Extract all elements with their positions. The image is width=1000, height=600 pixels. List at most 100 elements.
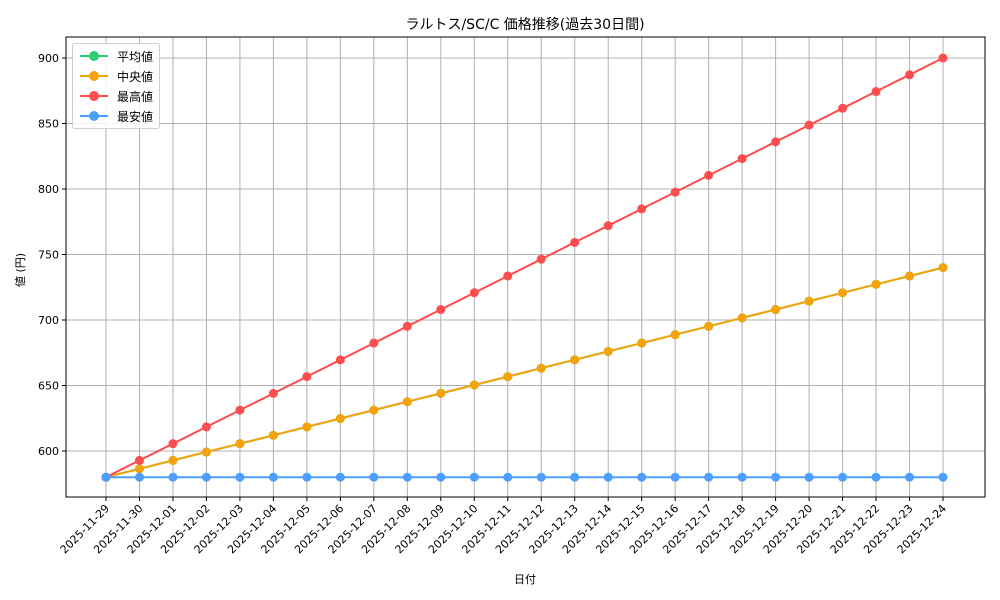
data-point-marker — [737, 472, 747, 482]
data-point-marker — [804, 120, 814, 130]
series-group — [101, 53, 948, 482]
data-point-marker — [938, 472, 948, 482]
data-point-marker — [871, 87, 881, 97]
data-point-marker — [302, 372, 312, 382]
data-point-marker — [168, 472, 178, 482]
data-point-marker — [235, 405, 245, 415]
series-最高値 — [101, 53, 948, 482]
series-line — [105, 266, 944, 479]
data-point-marker — [704, 472, 714, 482]
data-point-marker — [134, 464, 144, 474]
data-point-marker — [369, 405, 379, 415]
data-point-marker — [871, 279, 881, 289]
data-point-marker — [570, 355, 580, 365]
data-point-marker — [335, 355, 345, 365]
x-axis-ticks: 2025-11-292025-11-302025-12-012025-12-02… — [58, 497, 949, 556]
data-point-marker — [603, 221, 613, 231]
legend-item-median: 中央値 — [73, 66, 159, 86]
data-point-marker — [469, 288, 479, 298]
y-tick-label: 900 — [38, 52, 59, 65]
data-point-marker — [670, 187, 680, 197]
data-point-marker — [201, 422, 211, 432]
data-point-marker — [570, 472, 580, 482]
y-tick-label: 850 — [38, 118, 59, 131]
data-point-marker — [771, 472, 781, 482]
data-point-marker — [603, 346, 613, 356]
series-最安値 — [101, 472, 948, 482]
data-point-marker — [670, 330, 680, 340]
data-point-marker — [436, 388, 446, 398]
data-point-marker — [905, 271, 915, 281]
data-point-marker — [603, 472, 613, 482]
plot-frame — [65, 36, 986, 498]
y-axis-ticks: 600 650 700 750 800 850 900 — [38, 52, 66, 458]
data-point-marker — [101, 472, 111, 482]
data-point-marker — [402, 472, 412, 482]
data-point-marker — [804, 472, 814, 482]
y-tick-label: 750 — [38, 249, 59, 262]
data-point-marker — [168, 439, 178, 449]
grid-lines — [66, 37, 985, 497]
legend-marker-icon — [89, 111, 99, 121]
data-point-marker — [201, 472, 211, 482]
data-point-marker — [369, 472, 379, 482]
data-point-marker — [838, 103, 848, 113]
legend-item-average: 平均値 — [73, 46, 159, 66]
data-point-marker — [503, 271, 513, 281]
data-point-marker — [637, 338, 647, 348]
data-point-marker — [637, 204, 647, 214]
data-point-marker — [536, 363, 546, 373]
data-point-marker — [536, 472, 546, 482]
data-point-marker — [704, 321, 714, 331]
data-point-marker — [335, 414, 345, 424]
legend-marker-icon — [89, 71, 99, 81]
data-point-marker — [469, 380, 479, 390]
data-point-marker — [201, 447, 211, 457]
data-point-marker — [637, 472, 647, 482]
data-point-marker — [503, 472, 513, 482]
data-point-marker — [402, 321, 412, 331]
data-point-marker — [871, 472, 881, 482]
legend: 平均値 中央値 最高値 最安値 — [72, 43, 160, 129]
data-point-marker — [771, 137, 781, 147]
data-point-marker — [771, 305, 781, 315]
y-tick-label: 600 — [38, 445, 59, 458]
y-tick-label: 700 — [38, 314, 59, 327]
data-point-marker — [536, 254, 546, 264]
y-tick-label: 800 — [38, 183, 59, 196]
series-中央値 — [101, 263, 948, 482]
chart-title: ラルトス/SC/C 価格推移(過去30日間) — [405, 17, 644, 33]
data-point-marker — [838, 472, 848, 482]
data-point-marker — [268, 472, 278, 482]
data-point-marker — [235, 439, 245, 449]
x-axis-label: 日付 — [514, 573, 536, 586]
data-point-marker — [134, 455, 144, 465]
data-point-marker — [436, 305, 446, 315]
y-axis-label: 値 (円) — [14, 253, 27, 287]
data-point-marker — [235, 472, 245, 482]
data-point-marker — [402, 397, 412, 407]
data-point-marker — [268, 430, 278, 440]
legend-label: 最安値 — [117, 110, 154, 124]
data-point-marker — [737, 154, 747, 164]
data-point-marker — [134, 472, 144, 482]
data-point-marker — [469, 472, 479, 482]
data-point-marker — [838, 288, 848, 298]
data-point-marker — [302, 422, 312, 432]
legend-marker-icon — [89, 91, 99, 101]
data-point-marker — [938, 263, 948, 273]
data-point-marker — [436, 472, 446, 482]
data-point-marker — [302, 472, 312, 482]
data-point-marker — [369, 338, 379, 348]
legend-marker-icon — [89, 51, 99, 61]
legend-label: 平均値 — [117, 50, 154, 64]
data-point-marker — [168, 455, 178, 465]
legend-item-max: 最高値 — [73, 86, 159, 106]
data-point-marker — [905, 472, 915, 482]
y-tick-label: 650 — [38, 380, 59, 393]
data-point-marker — [704, 170, 714, 180]
data-point-marker — [804, 296, 814, 306]
data-point-marker — [335, 472, 345, 482]
data-point-marker — [268, 388, 278, 398]
